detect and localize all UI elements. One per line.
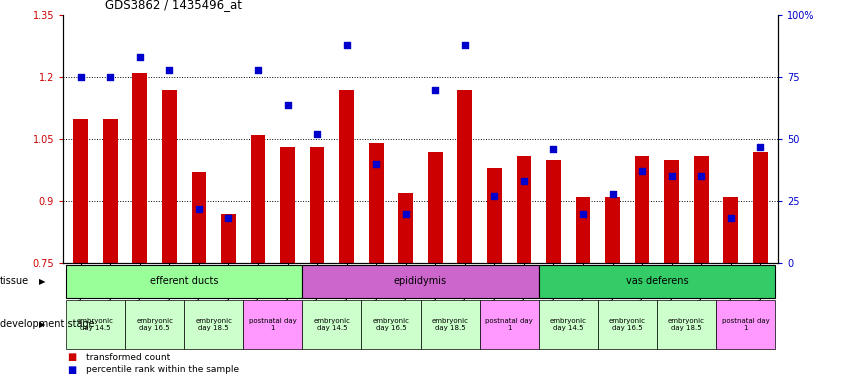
Bar	[538, 265, 775, 298]
Bar	[303, 300, 362, 349]
Point	[488, 193, 501, 199]
Bar	[428, 152, 442, 263]
Bar	[362, 300, 420, 349]
Point	[665, 173, 679, 179]
Point	[310, 131, 324, 137]
Point	[133, 55, 146, 61]
Bar	[723, 197, 738, 263]
Bar	[538, 300, 598, 349]
Point	[429, 87, 442, 93]
Text: GDS3862 / 1435496_at: GDS3862 / 1435496_at	[105, 0, 242, 12]
Point	[576, 210, 590, 217]
Text: embryonic
day 14.5: embryonic day 14.5	[550, 318, 587, 331]
Point	[281, 101, 294, 108]
Text: ▶: ▶	[39, 277, 45, 286]
Bar	[606, 197, 620, 263]
Point	[458, 42, 472, 48]
Bar	[243, 300, 303, 349]
Bar	[303, 265, 538, 298]
Text: embryonic
day 16.5: embryonic day 16.5	[609, 318, 646, 331]
Text: ■: ■	[67, 364, 77, 375]
Bar	[133, 73, 147, 263]
Text: ▶: ▶	[39, 320, 45, 329]
Point	[547, 146, 560, 152]
Text: efferent ducts: efferent ducts	[150, 276, 219, 286]
Text: embryonic
day 16.5: embryonic day 16.5	[136, 318, 173, 331]
Point	[193, 205, 206, 212]
Bar	[192, 172, 206, 263]
Text: development stage: development stage	[0, 319, 95, 329]
Bar	[280, 147, 295, 263]
Bar	[546, 160, 561, 263]
Text: embryonic
day 14.5: embryonic day 14.5	[77, 318, 114, 331]
Bar	[598, 300, 657, 349]
Text: embryonic
day 18.5: embryonic day 18.5	[668, 318, 705, 331]
Text: postnatal day
1: postnatal day 1	[485, 318, 533, 331]
Point	[754, 144, 767, 150]
Point	[695, 173, 708, 179]
Bar	[251, 135, 266, 263]
Bar	[635, 156, 649, 263]
Bar	[458, 90, 472, 263]
Point	[724, 215, 738, 222]
Point	[517, 178, 531, 184]
Bar	[73, 119, 88, 263]
Text: embryonic
day 18.5: embryonic day 18.5	[431, 318, 468, 331]
Text: postnatal day
1: postnatal day 1	[249, 318, 297, 331]
Bar	[399, 193, 413, 263]
Point	[369, 161, 383, 167]
Text: transformed count: transformed count	[86, 353, 170, 362]
Bar	[420, 300, 479, 349]
Point	[222, 215, 235, 222]
Text: epididymis: epididymis	[394, 276, 447, 286]
Text: embryonic
day 18.5: embryonic day 18.5	[195, 318, 232, 331]
Bar	[479, 300, 538, 349]
Point	[635, 168, 648, 174]
Text: ■: ■	[67, 352, 77, 362]
Bar	[369, 143, 383, 263]
Text: vas deferens: vas deferens	[626, 276, 688, 286]
Bar	[103, 119, 118, 263]
Bar	[716, 300, 775, 349]
Text: embryonic
day 14.5: embryonic day 14.5	[314, 318, 351, 331]
Point	[251, 67, 265, 73]
Text: tissue: tissue	[0, 276, 29, 286]
Bar	[184, 300, 243, 349]
Bar	[694, 156, 708, 263]
Point	[103, 74, 117, 80]
Bar	[516, 156, 532, 263]
Bar	[575, 197, 590, 263]
Bar	[487, 168, 502, 263]
Bar	[309, 147, 325, 263]
Bar	[657, 300, 716, 349]
Point	[606, 190, 619, 197]
Text: postnatal day
1: postnatal day 1	[722, 318, 770, 331]
Bar	[125, 300, 184, 349]
Text: embryonic
day 16.5: embryonic day 16.5	[373, 318, 410, 331]
Bar	[221, 214, 235, 263]
Bar	[664, 160, 679, 263]
Bar	[162, 90, 177, 263]
Point	[399, 210, 412, 217]
Bar	[339, 90, 354, 263]
Point	[162, 67, 176, 73]
Point	[340, 42, 353, 48]
Bar	[66, 265, 303, 298]
Text: percentile rank within the sample: percentile rank within the sample	[86, 365, 239, 374]
Bar	[66, 300, 125, 349]
Point	[74, 74, 87, 80]
Bar	[753, 152, 768, 263]
